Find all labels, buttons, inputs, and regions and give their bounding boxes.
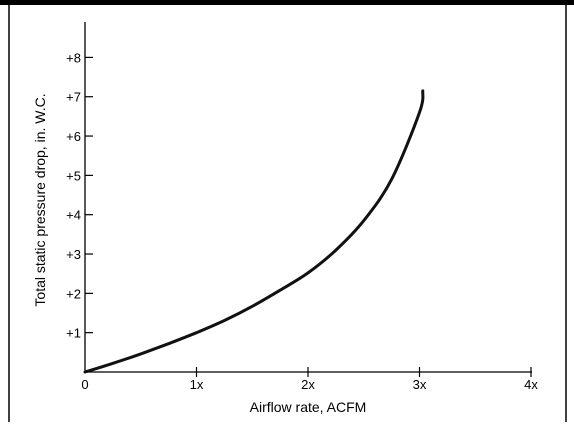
x-tick-label: 0 <box>81 377 88 392</box>
y-tick-label: +7 <box>66 90 81 105</box>
x-tick-label: 2x <box>301 377 315 392</box>
frame-top-bar <box>0 0 574 5</box>
y-tick-label: +3 <box>66 247 81 262</box>
y-tick-label: +2 <box>66 286 81 301</box>
y-tick-label: +6 <box>66 129 81 144</box>
y-tick-label: +5 <box>66 168 81 183</box>
x-tick-label: 1x <box>190 377 204 392</box>
y-tick-label: +1 <box>66 326 81 341</box>
y-tick-label: +8 <box>66 50 81 65</box>
y-tick-label: +4 <box>66 208 81 223</box>
x-axis-title: Airflow rate, ACFM <box>250 399 367 415</box>
x-tick-label: 3x <box>413 377 427 392</box>
x-tick-label: 4x <box>524 377 538 392</box>
series-line-pressure-drop <box>83 89 425 374</box>
y-axis-title: Total static pressure drop, in. W.C. <box>32 93 48 306</box>
